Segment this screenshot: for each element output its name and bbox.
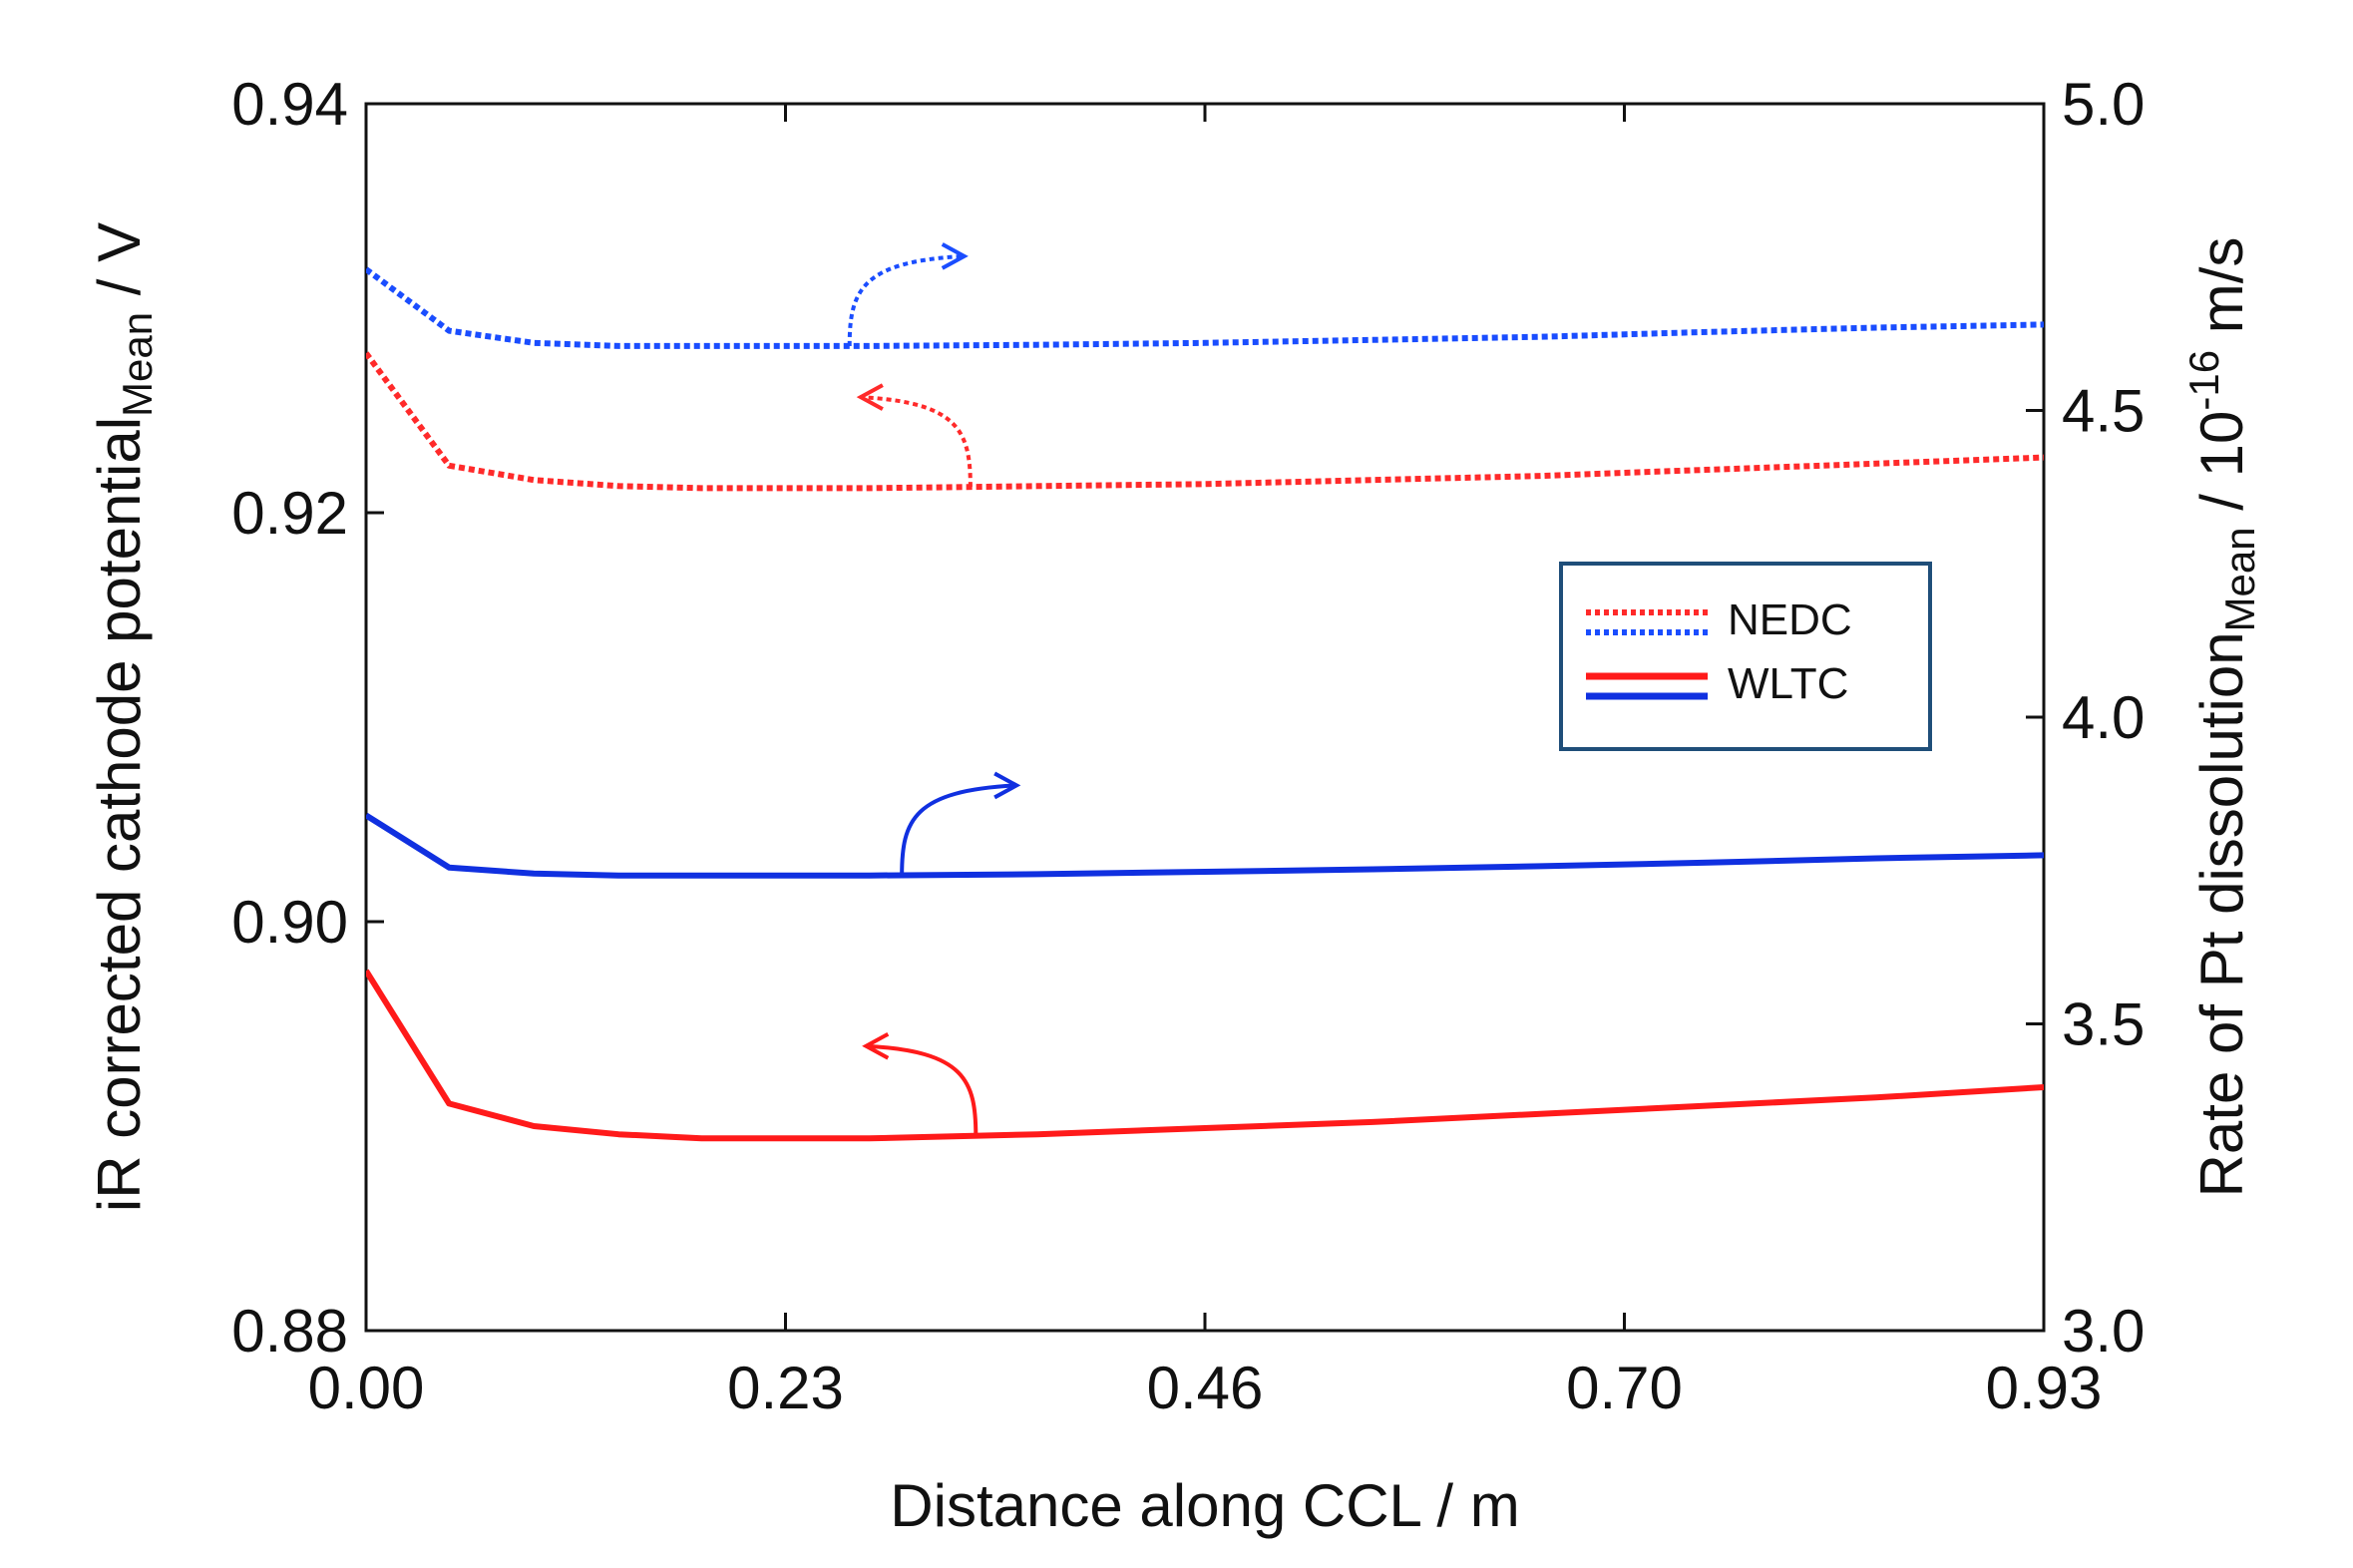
y-right-tick-label: 4.0: [2062, 684, 2145, 751]
y-right-tick-label: 5.0: [2062, 71, 2145, 138]
y-right-tick-label: 3.5: [2062, 991, 2145, 1058]
series-line-nedc-pt-dissolution-rate: [366, 266, 2044, 349]
y-left-tick-label: 0.92: [231, 480, 348, 547]
y-right-title-unit: / 10: [2188, 411, 2255, 528]
y-left-axis-title: iR corrected cathode potentialMean / V: [86, 222, 161, 1212]
x-axis-title: Distance along CCL / m: [890, 1472, 1519, 1539]
y-axis-left: 0.88 0.90 0.92 0.94: [231, 71, 384, 1365]
y-left-title-unit: / V: [86, 222, 153, 312]
y-right-tick-label: 4.5: [2062, 378, 2145, 445]
x-axis: 0.00 0.23 0.46 0.70 0.93: [308, 104, 2103, 1421]
wltc-rate-axis-arrow: [900, 783, 1017, 876]
y-left-title-sub: Mean: [114, 312, 161, 417]
y-left-tick-label: 0.88: [231, 1298, 348, 1365]
legend-box: [1559, 562, 1932, 751]
y-right-tick-label: 3.0: [2062, 1298, 2145, 1365]
y-axis-right: 3.0 3.5 4.0 4.5 5.0: [2026, 71, 2145, 1365]
x-tick-label: 0.93: [1986, 1355, 2103, 1421]
wltc-potential-axis-arrow: [866, 1043, 979, 1136]
wltc-rate-axis-arrow-head: [993, 771, 1021, 800]
legend-wltc-label: WLTC: [1728, 659, 1848, 708]
x-tick-label: 0.46: [1147, 1355, 1264, 1421]
y-right-title-tail: m/s: [2188, 237, 2255, 350]
y-right-title-main: Rate of Pt dissolution: [2188, 631, 2255, 1197]
series-layer: [366, 266, 2044, 1142]
x-tick-label: 0.23: [727, 1355, 844, 1421]
x-tick-label: 0.00: [308, 1355, 425, 1421]
y-left-tick-label: 0.90: [231, 889, 348, 956]
y-left-title-main: iR corrected cathode potential: [86, 417, 153, 1212]
legend-nedc-label: NEDC: [1728, 595, 1852, 644]
wltc-potential-axis-arrow-head: [862, 1031, 890, 1060]
nedc-rate-axis-arrow: [847, 253, 965, 346]
y-right-title-exp: -16: [2180, 350, 2227, 411]
series-line-wltc-pt-dissolution-rate: [366, 812, 2044, 879]
series-line-wltc-potential: [366, 969, 2044, 1142]
y-right-axis-title: Rate of Pt dissolutionMean / 10-16 m/s: [2180, 237, 2263, 1198]
nedc-rate-axis-arrow-head: [941, 242, 969, 270]
nedc-potential-axis-arrow: [860, 395, 973, 488]
y-right-title-sub: Mean: [2216, 527, 2263, 631]
x-tick-label: 0.70: [1566, 1355, 1683, 1421]
nedc-potential-axis-arrow-head: [856, 383, 884, 411]
annotation-arrows: [847, 242, 1021, 1136]
y-left-tick-label: 0.94: [231, 71, 348, 138]
legend: NEDC WLTC: [1559, 562, 1932, 751]
series-line-nedc-potential: [366, 351, 2044, 492]
